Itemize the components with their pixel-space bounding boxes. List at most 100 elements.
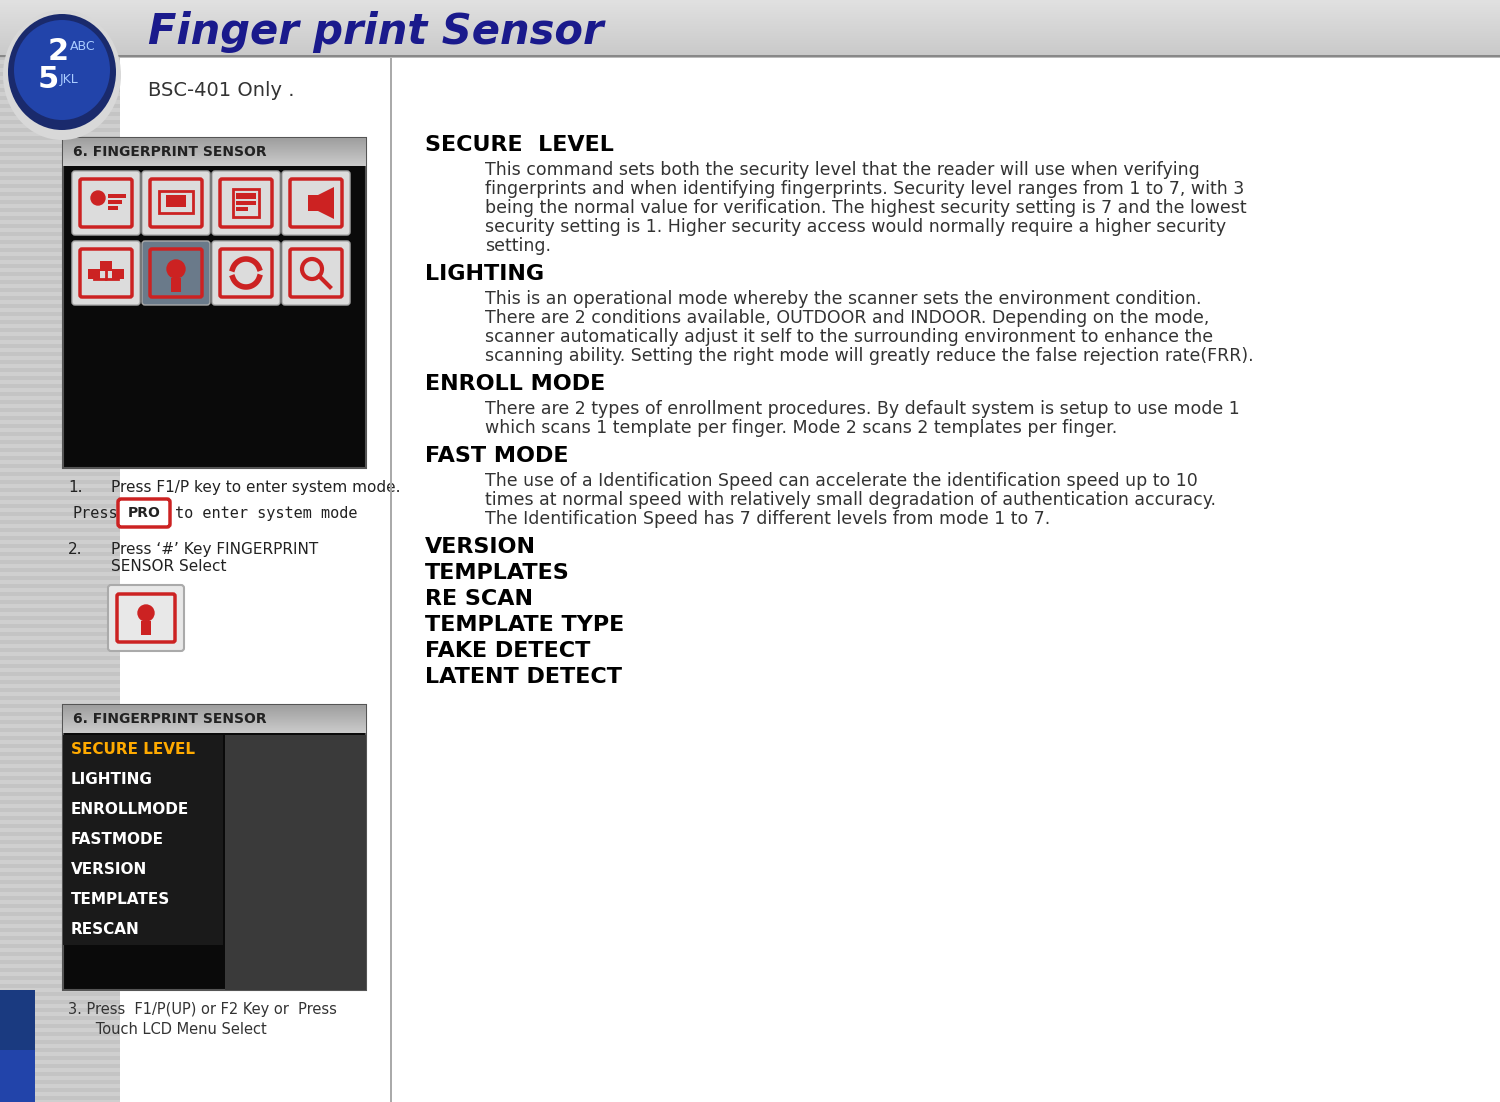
Bar (0, 628, 120, 630)
Text: scanner automatically adjust it self to the surrounding environment to enhance t: scanner automatically adjust it self to … (484, 328, 1214, 346)
FancyBboxPatch shape (142, 171, 210, 235)
Bar (0, 682, 120, 684)
Bar (0, 212, 120, 214)
Text: RESCAN: RESCAN (70, 922, 140, 938)
Bar (0, 458, 120, 460)
Bar (0, 370, 120, 372)
Bar (0, 1002, 120, 1004)
Bar (0, 440, 120, 442)
Bar (0, 672, 120, 674)
Bar (0, 262, 120, 264)
Bar (0, 204, 120, 206)
Bar (0, 292, 120, 294)
Text: SECURE  LEVEL: SECURE LEVEL (424, 136, 614, 155)
Bar (0, 922, 120, 923)
Bar (0, 170, 120, 172)
Bar (0, 287, 120, 288)
Bar (63, 885, 223, 915)
Bar (0, 1068, 120, 1070)
Bar (0, 1092, 120, 1094)
Bar (0, 341, 120, 342)
Bar (0, 352, 120, 354)
Bar (63, 825, 223, 855)
Bar (0, 976, 120, 977)
Bar (0, 616, 120, 618)
Bar (0, 280, 120, 282)
Bar (0, 480, 120, 482)
Bar (0, 520, 120, 522)
Bar (0, 622, 120, 624)
Bar (0, 586, 120, 588)
Text: FAST MODE: FAST MODE (424, 446, 568, 466)
Bar (0, 884, 120, 886)
Bar (0, 395, 120, 396)
Bar (0, 324, 120, 326)
Bar (0, 356, 120, 358)
Bar (0, 640, 120, 642)
Bar (108, 206, 118, 210)
Text: FAKE DETECT: FAKE DETECT (424, 641, 591, 661)
Bar (0, 566, 120, 568)
Bar (0, 562, 120, 564)
Bar (0, 469, 120, 472)
Bar (0, 790, 120, 792)
Bar (0, 402, 120, 404)
Bar (0, 836, 120, 838)
Bar (0, 768, 120, 770)
Text: being the normal value for verification. The highest security setting is 7 and t: being the normal value for verification.… (484, 199, 1246, 217)
Bar (0, 503, 120, 504)
Bar (0, 596, 120, 598)
Bar (0, 570, 120, 572)
Bar (0, 316, 120, 318)
Bar (0, 410, 120, 412)
Bar (0, 1026, 120, 1028)
Bar (0, 216, 120, 218)
Bar (0, 970, 120, 972)
Bar (141, 622, 152, 635)
Bar (0, 966, 120, 968)
Bar (166, 195, 186, 207)
Bar (0, 826, 120, 828)
Bar (0, 430, 120, 432)
Bar (0, 810, 120, 812)
Bar (0, 260, 120, 262)
Bar (0, 442, 120, 444)
Bar (0, 934, 120, 936)
Text: LIGHTING: LIGHTING (424, 264, 544, 284)
Text: The Identification Speed has 7 different levels from mode 1 to 7.: The Identification Speed has 7 different… (484, 510, 1050, 528)
Bar (0, 114, 120, 116)
Bar (0, 579, 120, 580)
Bar (0, 860, 120, 862)
Bar (0, 930, 120, 932)
Bar (0, 741, 120, 742)
Bar (236, 207, 248, 210)
Bar (0, 478, 120, 480)
Bar (0, 64, 120, 66)
Bar (0, 432, 120, 434)
Text: fingerprints and when identifying fingerprints. Security level ranges from 1 to : fingerprints and when identifying finger… (484, 180, 1245, 198)
Bar (0, 518, 120, 520)
Bar (63, 735, 223, 765)
Bar (0, 506, 120, 508)
Bar (0, 1048, 120, 1050)
Bar (0, 608, 120, 611)
Bar (0, 186, 120, 188)
Bar (0, 874, 120, 876)
Bar (0, 508, 120, 510)
Bar (0, 236, 120, 238)
Bar (0, 698, 120, 700)
Bar (0, 150, 120, 152)
Bar (0, 336, 120, 338)
Bar (0, 653, 120, 656)
Text: JKL: JKL (60, 74, 78, 86)
Bar (0, 702, 120, 704)
Bar (0, 742, 120, 744)
Bar (0, 598, 120, 599)
Bar (0, 1080, 120, 1082)
Bar (100, 261, 112, 271)
Bar (0, 415, 120, 418)
Bar (0, 795, 120, 796)
Bar (0, 408, 120, 410)
Bar (0, 338, 120, 341)
Bar (0, 307, 120, 310)
